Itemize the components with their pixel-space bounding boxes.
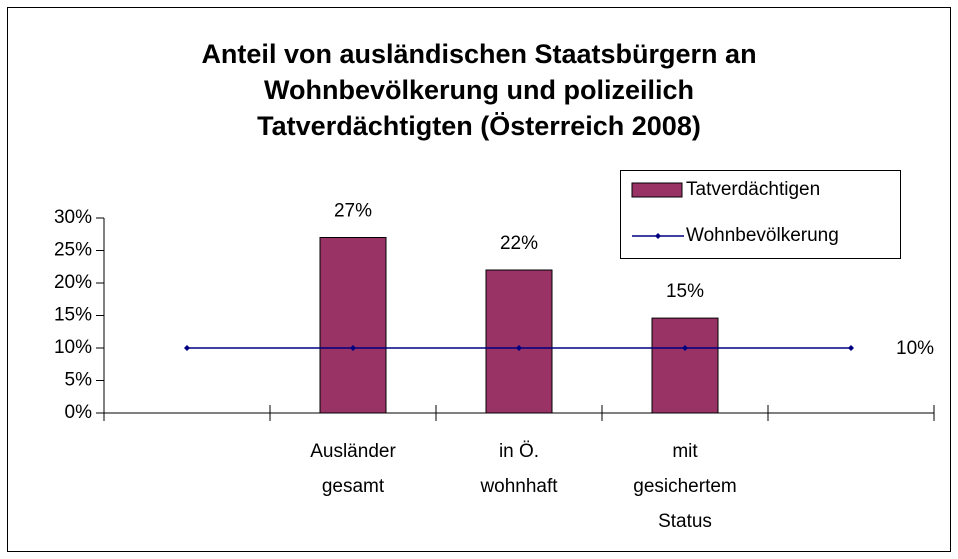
x-tick-label: mit gesichertem Status	[633, 441, 737, 532]
data-label: 22%	[500, 233, 538, 254]
bar	[319, 237, 387, 414]
legend-swatch	[631, 182, 683, 198]
line-marker	[682, 345, 688, 351]
legend-label: Tatverdächtigen	[686, 179, 820, 200]
line-marker	[848, 345, 854, 351]
x-tick-label: in Ö. wohnhaft	[479, 441, 558, 497]
data-label: 10%	[896, 338, 934, 359]
y-tick-label: 15%	[54, 305, 92, 326]
chart-border	[7, 7, 951, 552]
legend-marker	[655, 233, 661, 239]
line-marker	[184, 345, 190, 351]
chart-title: Anteil von ausländischen Staatsbürgern a…	[201, 39, 756, 141]
line-marker	[516, 345, 522, 351]
data-label: 27%	[334, 201, 372, 222]
y-tick-label: 5%	[65, 370, 93, 391]
bar	[651, 317, 719, 414]
y-tick-label: 0%	[65, 402, 93, 423]
y-tick-label: 10%	[54, 337, 92, 358]
y-tick-label: 20%	[54, 272, 92, 293]
line-marker	[350, 345, 356, 351]
x-tick-label: Ausländer gesamt	[310, 441, 396, 497]
y-tick-label: 25%	[54, 240, 92, 261]
y-tick-label: 30%	[54, 207, 92, 228]
bar	[485, 269, 553, 414]
legend-label: Wohnbevölkerung	[686, 225, 839, 246]
data-label: 15%	[666, 281, 704, 302]
